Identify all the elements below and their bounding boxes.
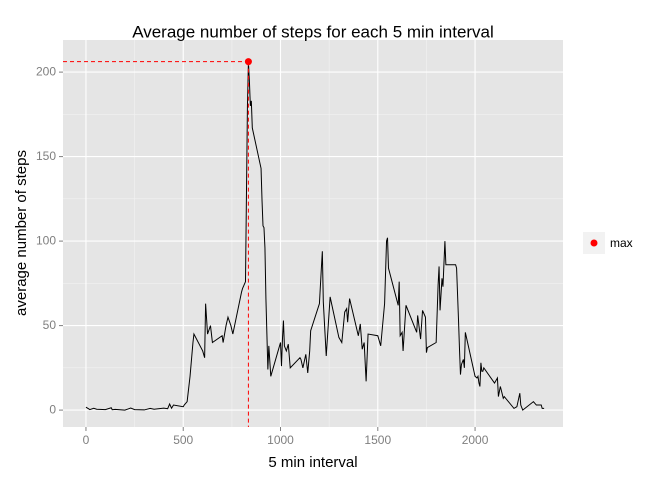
y-tick-label: 200: [36, 64, 56, 78]
x-tick-label: 500: [173, 433, 193, 447]
x-tick-label: 1500: [364, 433, 391, 447]
legend-marker: [590, 239, 598, 247]
legend-label: max: [610, 236, 633, 250]
y-tick-label: 0: [49, 402, 56, 416]
x-tick-label: 1000: [267, 433, 294, 447]
y-axis-label: average number of steps: [13, 150, 30, 316]
y-tick-label: 150: [36, 149, 56, 163]
x-axis-label: 5 min interval: [268, 454, 357, 471]
legend: max: [583, 232, 633, 254]
y-tick-label: 100: [36, 233, 56, 247]
chart-title: Average number of steps for each 5 min i…: [132, 22, 494, 41]
max-point: [244, 58, 252, 66]
x-tick-label: 0: [83, 433, 90, 447]
x-tick-label: 2000: [462, 433, 489, 447]
panel: [63, 40, 563, 427]
line: [85, 61, 545, 411]
y-tick-label: 50: [43, 318, 57, 332]
